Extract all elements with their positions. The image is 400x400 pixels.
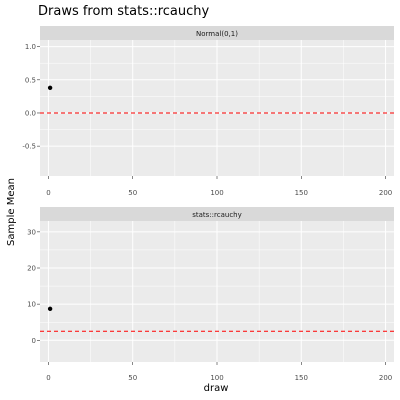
strip-background	[40, 207, 394, 221]
gridlines	[40, 221, 394, 362]
x-axis: 0 50 100 150 200	[46, 176, 392, 197]
x-tick-label: 0	[46, 189, 50, 197]
strip-label: Normal(0,1)	[196, 30, 238, 38]
y-axis: 0 10 20 30	[27, 228, 40, 345]
x-tick-label: 50	[128, 189, 137, 197]
data-points	[47, 85, 53, 90]
x-tick-label: 200	[379, 374, 392, 382]
data-point	[47, 306, 53, 312]
x-tick-label: 200	[379, 189, 392, 197]
panel-normal: Normal(0,1) -0.5 0.0 0.5 1.0 0 50 100 150 200	[22, 26, 394, 197]
y-tick-label: 0.5	[25, 76, 36, 84]
x-tick-label: 150	[295, 374, 308, 382]
strip-label: stats::rcauchy	[192, 211, 242, 219]
y-tick-label: 30	[27, 228, 36, 236]
y-tick-label: 10	[27, 301, 36, 309]
data-point	[47, 85, 53, 90]
y-tick-label: 0.0	[25, 109, 36, 117]
y-tick-label: 1.0	[25, 43, 36, 51]
y-axis: -0.5 0.0 0.5 1.0	[22, 43, 40, 151]
chart-title: Draws from stats::rcauchy	[38, 4, 210, 19]
x-axis: 0 50 100 150 200	[46, 362, 392, 382]
x-axis-title: draw	[204, 383, 229, 394]
x-tick-label: 50	[128, 374, 137, 382]
x-tick-label: 150	[295, 189, 308, 197]
x-tick-label: 100	[210, 189, 223, 197]
strip-background	[40, 26, 394, 40]
gridlines	[40, 40, 394, 176]
x-tick-label: 100	[210, 374, 223, 382]
y-tick-label: -0.5	[22, 143, 36, 151]
y-axis-title: Sample Mean	[6, 178, 17, 246]
y-tick-label: 20	[27, 265, 36, 273]
y-tick-label: 0	[32, 337, 36, 345]
x-tick-label: 0	[46, 374, 50, 382]
data-points	[47, 306, 53, 312]
